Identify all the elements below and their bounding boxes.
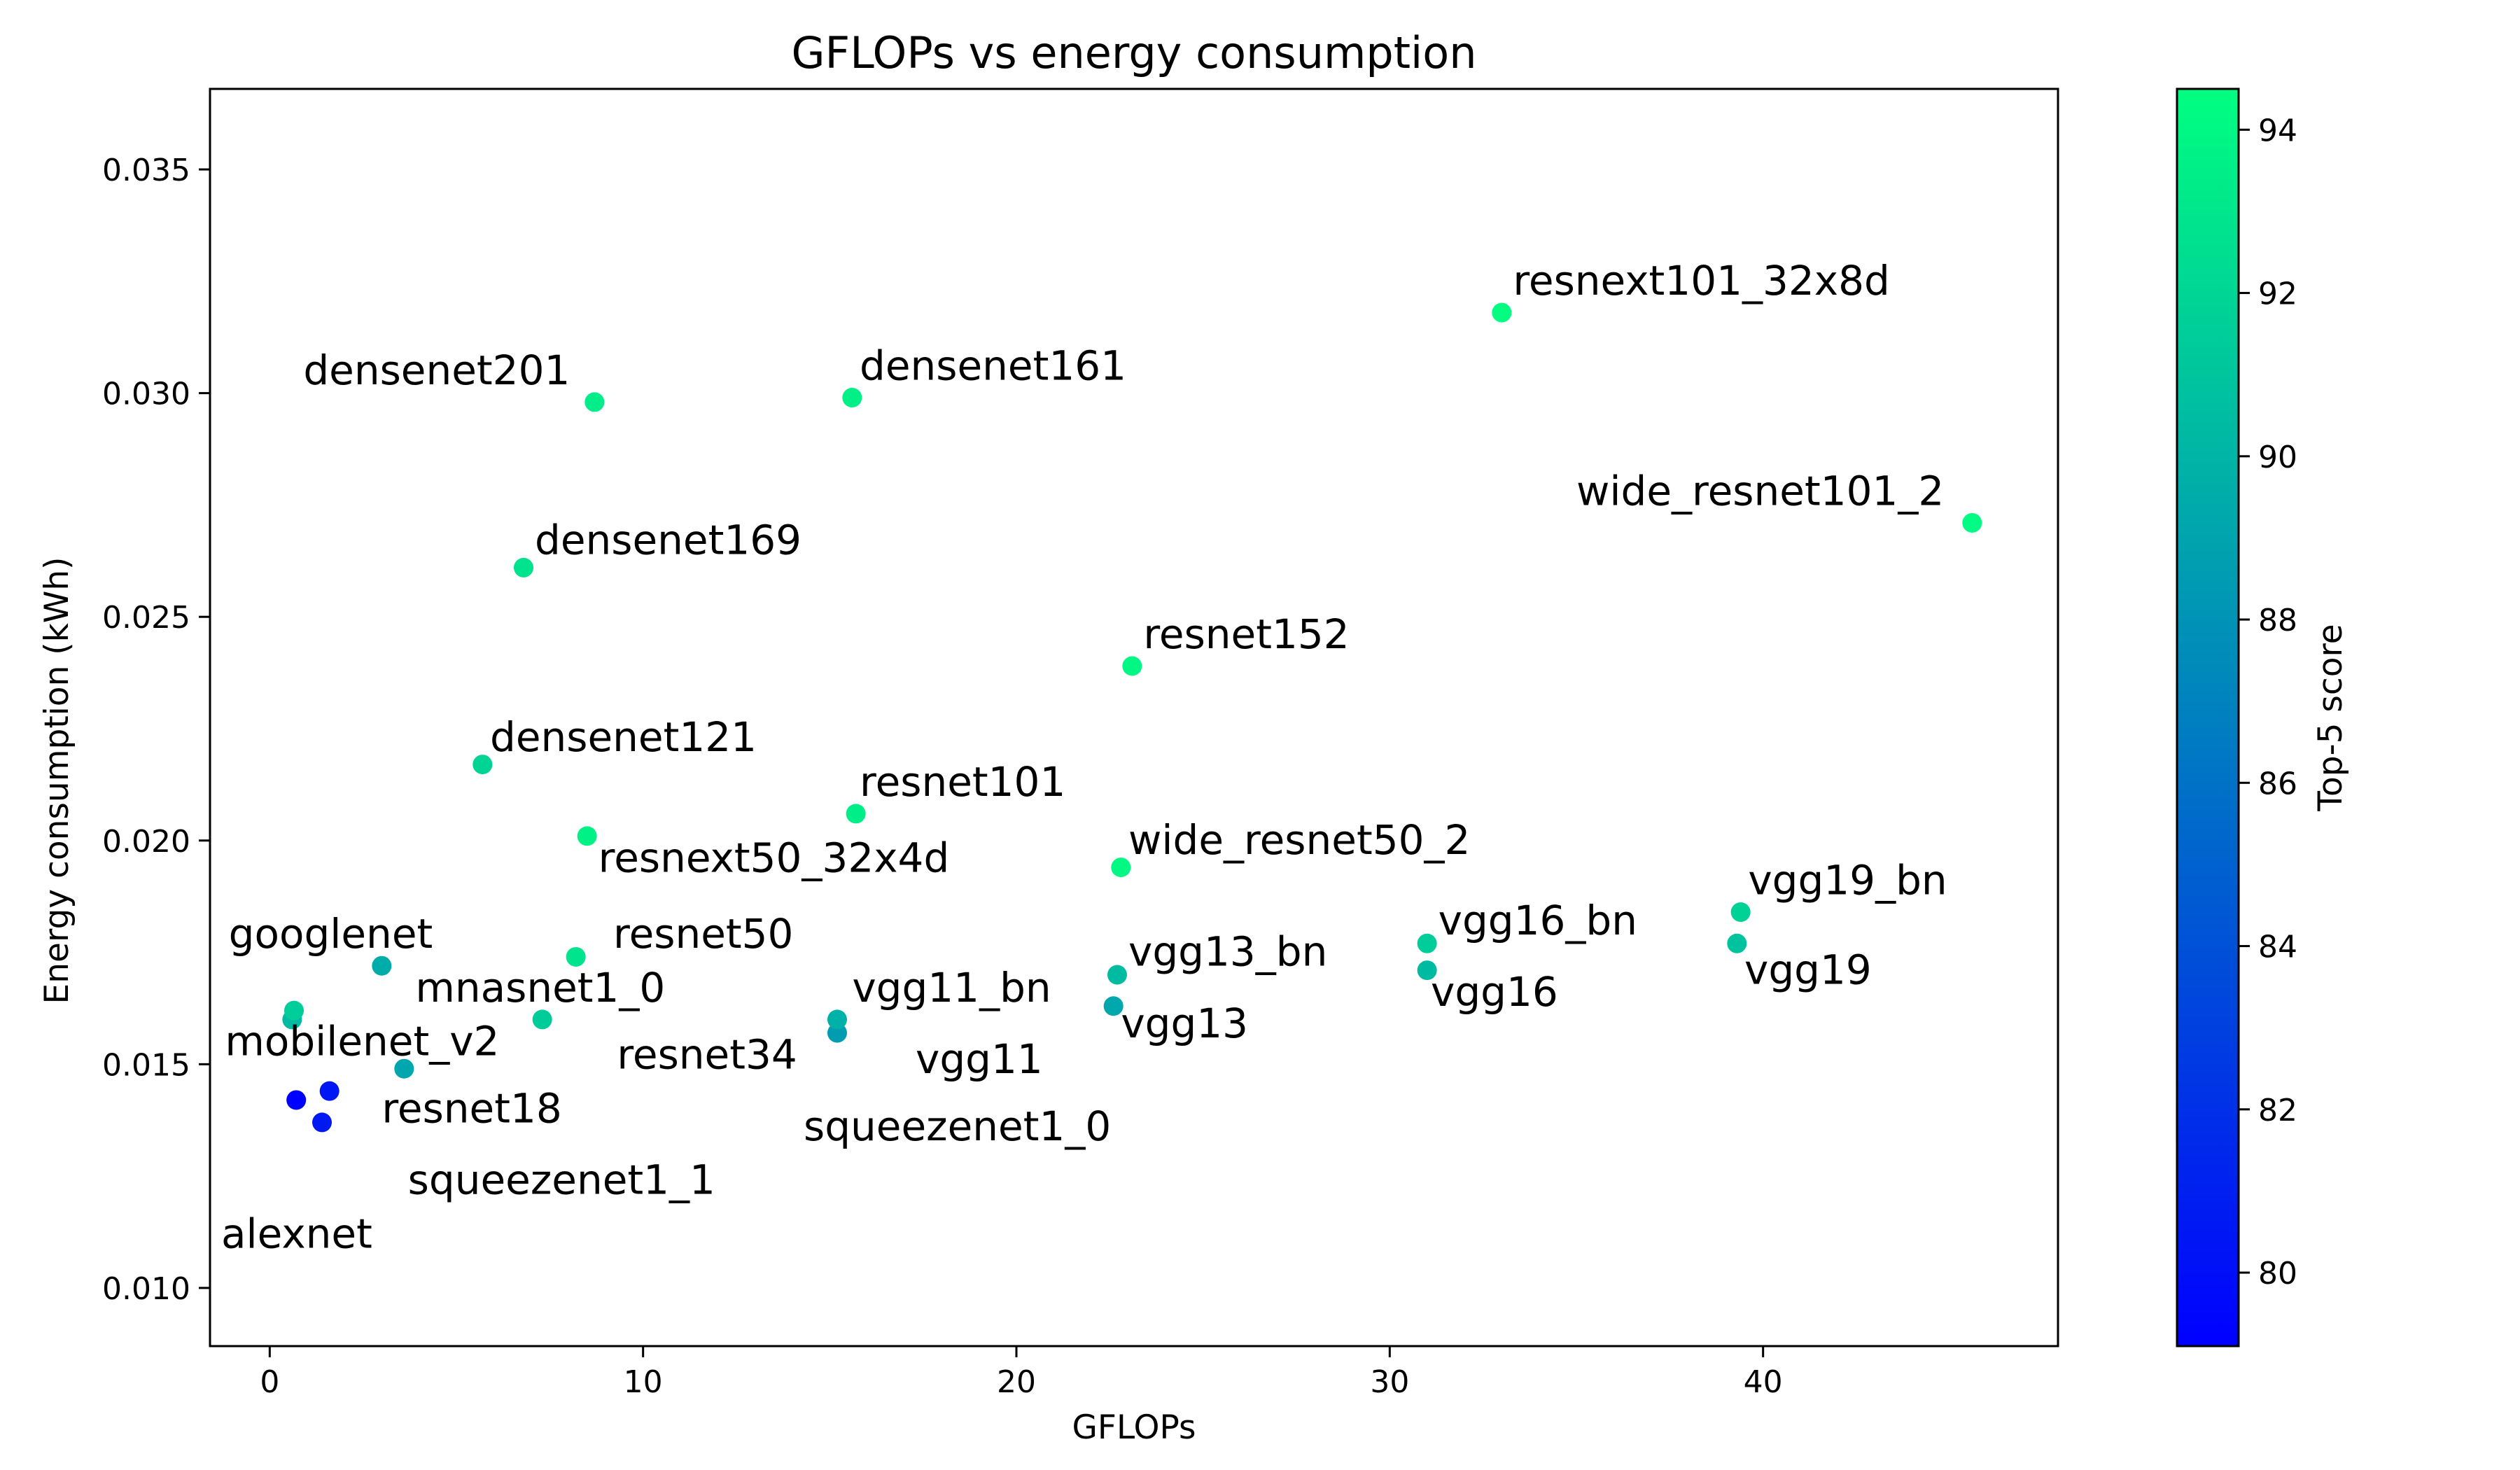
y-axis-label: Energy consumption (kWh) [38,557,76,1004]
point-label: mobilenet_v2 [225,1018,499,1065]
data-point: vgg19_bn [1730,902,1751,923]
point-label: alexnet [221,1210,372,1257]
point-label: vgg19 [1744,946,1872,993]
data-point: vgg13_bn [1107,965,1127,985]
y-tick-label: 0.020 [102,824,190,860]
point-label: resnext50_32x4d [598,834,950,882]
data-point: squeezenet1_0 [319,1081,340,1101]
point-labels: alexnetsqueezenet1_1squeezenet1_0resnet1… [221,257,1947,1257]
point-label: densenet121 [490,713,757,761]
data-point: vgg13 [1103,996,1124,1016]
colorbar-tick-label: 90 [2258,440,2297,475]
point-label: resnet50 [613,910,793,958]
colorbar-tick-label: 84 [2258,930,2297,965]
point-label: densenet161 [860,342,1126,389]
data-point: densenet201 [584,392,605,412]
point-label: resnet152 [1143,610,1349,658]
data-point: alexnet [286,1090,307,1110]
x-tick-label: 10 [624,1364,663,1400]
data-point: vgg11_bn [827,1009,847,1030]
data-point: densenet161 [842,388,862,408]
point-label: squeezenet1_1 [408,1156,715,1204]
data-point: vgg19 [1727,933,1747,953]
point-label: resnet18 [382,1084,561,1132]
point-label: resnet34 [617,1031,797,1079]
y-tick-label: 0.025 [102,600,190,636]
point-label: vgg13_bn [1128,928,1327,976]
colorbar-tick-label: 92 [2258,276,2297,312]
point-label: vgg11 [916,1035,1043,1083]
colorbar-tick-label: 86 [2258,766,2297,802]
point-label: wide_resnet50_2 [1128,816,1470,864]
point-label: vgg16_bn [1438,897,1637,944]
plot-frame [209,88,2059,1348]
colorbar-tick-label: 88 [2258,603,2297,638]
x-axis-label: GFLOPs [1072,1408,1196,1447]
data-point: densenet121 [472,755,493,775]
y-tick-label: 0.030 [102,377,190,412]
data-point: wide_resnet50_2 [1111,858,1131,878]
point-label: vgg13 [1121,1000,1248,1047]
data-point: resnet34 [532,1009,552,1030]
point-label: vgg11_bn [852,964,1051,1011]
colorbar-tick-label: 94 [2258,113,2297,148]
colorbar [2176,88,2240,1348]
y-tick-label: 0.010 [102,1271,190,1307]
y-axis-ticks: 0.010 0.015 0.020 0.025 0.030 0.035 [102,153,210,1307]
x-tick-label: 0 [260,1364,279,1400]
point-label: vgg19_bn [1748,856,1947,904]
point-label: vgg16 [1431,968,1558,1016]
data-point: vgg16 [1417,960,1437,981]
data-point: vgg16_bn [1417,933,1437,953]
point-label: wide_resnet101_2 [1576,467,1944,514]
x-tick-label: 30 [1370,1364,1409,1400]
y-tick-label: 0.035 [102,153,190,188]
y-tick-label: 0.015 [102,1047,190,1083]
data-point: resnet18 [394,1058,414,1079]
point-label: resnext101_32x8d [1513,257,1890,304]
x-tick-label: 40 [1744,1364,1783,1400]
data-point: googlenet [372,955,392,976]
data-point: resnext50_32x4d [577,826,597,846]
point-label: squeezenet1_0 [804,1102,1111,1150]
point-label: mnasnet1_0 [415,964,665,1011]
data-point: squeezenet1_1 [312,1112,332,1133]
point-label: densenet169 [535,517,802,564]
chart-title: GFLOPs vs energy consumption [791,27,1476,78]
data-point: resnet50 [566,946,586,967]
data-point: mnasnet1_0 [284,1000,304,1021]
colorbar-ticks: 80 82 84 86 88 90 92 94 [2239,113,2297,1292]
x-axis-ticks: 0 10 20 30 40 [260,1346,1783,1400]
point-label: resnet101 [860,758,1065,806]
point-label: googlenet [229,910,433,958]
data-point: wide_resnet101_2 [1962,512,1982,533]
data-point: resnet152 [1122,656,1142,676]
colorbar-tick-label: 80 [2258,1256,2297,1292]
data-point: resnet101 [846,804,866,824]
data-point: resnext101_32x8d [1492,302,1512,323]
colorbar-tick-label: 82 [2258,1093,2297,1128]
data-point: vgg11 [827,1023,847,1043]
colorbar-label: Top-5 score [2311,624,2350,811]
data-point: densenet169 [514,557,533,578]
point-label: densenet201 [303,346,570,394]
x-tick-label: 20 [997,1364,1036,1400]
